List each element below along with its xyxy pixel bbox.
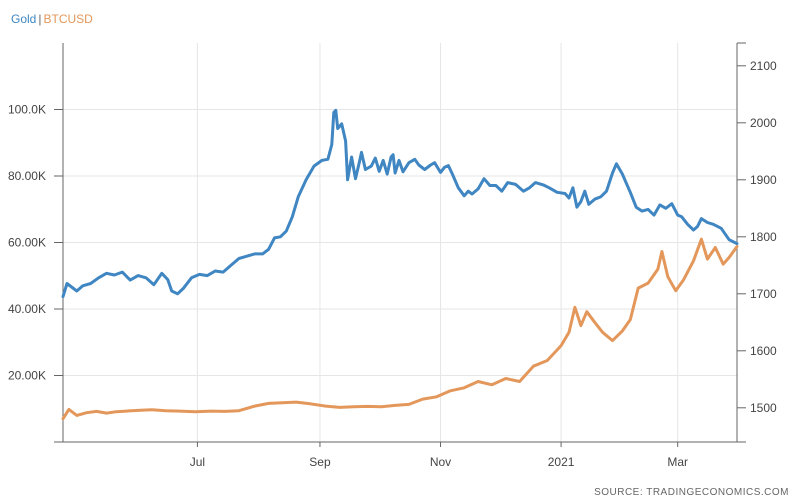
x-axis-tick-label: Mar xyxy=(667,455,688,469)
y-axis-right-tick-label: 1900 xyxy=(750,173,777,187)
y-axis-right-tick-label: 1800 xyxy=(750,230,777,244)
legend: Gold | BTCUSD xyxy=(11,12,93,26)
x-axis-tick-label: Jul xyxy=(190,455,205,469)
legend-gold[interactable]: Gold xyxy=(11,12,37,26)
y-axis-left-tick-label: 100.0K xyxy=(8,103,46,117)
y-axis-right-tick-label: 1500 xyxy=(750,401,777,415)
series-lines xyxy=(61,108,739,421)
x-axis-labels: Jul Sep Nov 2021 Mar xyxy=(190,455,688,469)
y-axis-left-tick-label: 80.00K xyxy=(8,169,46,183)
y-axis-right-labels: 1500 1600 1700 1800 1900 2000 2100 xyxy=(750,59,777,415)
y-axis-right-tick-label: 2000 xyxy=(750,116,777,130)
series-line-btcusd xyxy=(61,237,739,421)
source-credit: SOURCE: TRADINGECONOMICS.COM xyxy=(594,487,789,498)
x-axis-tick-label: Nov xyxy=(430,455,451,469)
y-axis-right-tick-label: 2100 xyxy=(750,59,777,73)
axes xyxy=(54,42,746,447)
y-axis-left-tick-label: 40.00K xyxy=(8,302,46,316)
grid xyxy=(63,43,737,442)
legend-separator: | xyxy=(38,12,42,26)
x-axis-tick-label: 2021 xyxy=(548,455,575,469)
y-axis-right-tick-label: 1600 xyxy=(750,344,777,358)
y-axis-left-tick-label: 60.00K xyxy=(8,236,46,250)
y-axis-left-labels: 20.00K 40.00K 60.00K 80.00K 100.0K xyxy=(8,103,46,383)
y-axis-left-tick-label: 20.00K xyxy=(8,369,46,383)
y-axis-right-tick-label: 1700 xyxy=(750,287,777,301)
legend-btcusd[interactable]: BTCUSD xyxy=(43,12,93,26)
series-line-gold xyxy=(61,108,739,299)
x-axis-tick-label: Sep xyxy=(309,455,331,469)
